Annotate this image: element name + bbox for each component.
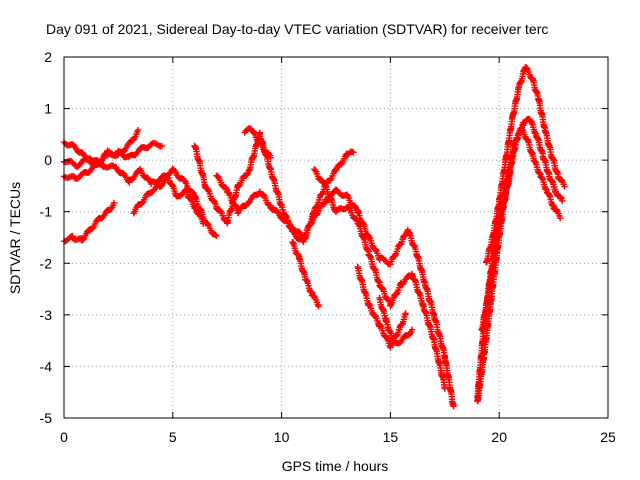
series-track-g <box>241 125 274 161</box>
series-track-f <box>191 129 357 245</box>
data-point <box>353 216 361 223</box>
series-track-d <box>60 155 220 240</box>
series-track-l <box>376 294 409 346</box>
data-point <box>321 200 328 208</box>
data-point <box>200 220 207 227</box>
x-tick-label: 10 <box>274 429 290 445</box>
x-tick-label: 15 <box>383 429 399 445</box>
y-tick-label: -2 <box>40 255 53 271</box>
data-point <box>250 128 257 135</box>
axis-layer: 0 5 10 15 20 25 -5 -4 -3 -2 -1 0 1 2 <box>40 49 616 445</box>
data-point <box>408 326 416 333</box>
data-point <box>450 402 457 410</box>
data-point <box>311 293 318 300</box>
data-point <box>553 207 561 214</box>
series-track-e <box>130 174 207 227</box>
x-tick-label: 25 <box>600 429 616 445</box>
y-tick-label: -5 <box>40 410 53 426</box>
chart-title: Day 091 of 2021, Sidereal Day-to-day VTE… <box>46 21 548 37</box>
data-point <box>315 302 322 310</box>
data-point <box>231 201 239 209</box>
data-point <box>383 334 390 341</box>
y-tick-label: -3 <box>40 307 53 323</box>
data-point <box>120 170 128 178</box>
data-layer <box>60 64 568 410</box>
series-track-h <box>213 172 457 410</box>
y-tick-label: 1 <box>44 101 52 117</box>
y-tick-label: 2 <box>44 49 52 65</box>
data-point <box>393 290 401 297</box>
data-point <box>366 234 373 241</box>
data-point <box>561 183 568 190</box>
data-point <box>158 142 166 150</box>
x-tick-label: 20 <box>491 429 507 445</box>
series-track-k <box>354 263 416 351</box>
data-point <box>134 126 142 134</box>
data-point <box>559 197 566 205</box>
y-tick-label: -1 <box>40 204 53 220</box>
data-point <box>372 246 380 253</box>
data-point <box>506 170 514 178</box>
data-point <box>213 232 220 240</box>
data-point <box>377 321 384 329</box>
data-point <box>301 233 309 240</box>
data-point <box>343 191 351 198</box>
data-point <box>402 310 409 317</box>
grid-layer <box>64 57 608 418</box>
series-track-i <box>289 238 322 310</box>
y-tick-label: -4 <box>40 358 53 374</box>
data-point <box>393 332 400 339</box>
data-point <box>441 385 448 392</box>
data-point <box>214 173 222 180</box>
data-point <box>235 182 243 190</box>
y-tick-label: 0 <box>44 152 52 168</box>
data-point <box>556 214 564 222</box>
x-tick-label: 5 <box>169 429 177 445</box>
y-axis-title: SDTVAR / TECUs <box>7 182 23 294</box>
series-track-b <box>60 139 166 182</box>
data-point <box>379 284 386 292</box>
data-point <box>139 199 146 207</box>
data-point <box>144 175 152 182</box>
x-axis-title: GPS time / hours <box>282 458 389 474</box>
series-track-c <box>60 199 118 245</box>
data-point <box>350 149 357 156</box>
series-track-j <box>311 166 448 392</box>
data-point <box>80 236 87 243</box>
data-point <box>79 149 86 157</box>
plot-frame <box>63 56 609 419</box>
data-point <box>212 231 219 239</box>
x-tick-label: 0 <box>60 429 68 445</box>
data-point <box>267 154 274 161</box>
series-track-p <box>474 170 514 401</box>
data-point <box>189 188 196 196</box>
data-point <box>110 199 118 207</box>
